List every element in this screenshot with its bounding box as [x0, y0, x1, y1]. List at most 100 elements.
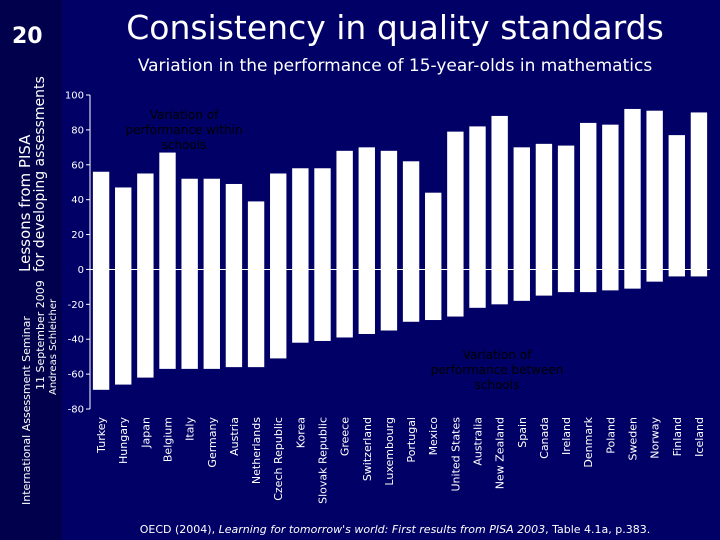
x-tick-label: Poland — [604, 417, 617, 454]
bar-within-hungary — [115, 187, 132, 270]
bar-within-iceland — [690, 112, 708, 270]
x-tick-label: Denmark — [582, 416, 595, 467]
x-tick-label: Turkey — [95, 417, 108, 454]
bar-between-new-zealand — [491, 269, 508, 305]
slide-number: 20 — [12, 24, 43, 49]
bar-between-germany — [203, 269, 220, 369]
y-tick-label: 60 — [71, 160, 84, 171]
source-prefix: OECD (2004), — [139, 523, 219, 536]
bar-between-austria — [225, 269, 243, 368]
y-tick-label: -60 — [68, 370, 84, 381]
x-tick-label: Italy — [184, 417, 197, 441]
bar-within-italy — [181, 178, 198, 270]
bar-between-switzerland — [358, 269, 375, 334]
bar-within-slovak-republic — [314, 168, 331, 270]
sidebar-seminar: International Assessment Seminar — [20, 316, 33, 505]
bar-between-italy — [181, 269, 198, 369]
bar-within-ireland — [557, 145, 575, 270]
bar-between-sweden — [624, 269, 641, 289]
bar-within-sweden — [624, 108, 641, 270]
x-tick-label: Portugal — [405, 417, 418, 463]
y-tick-label: 20 — [71, 230, 84, 241]
bar-within-netherlands — [247, 201, 265, 270]
x-tick-label: Belgium — [162, 417, 175, 462]
x-tick-label: Germany — [206, 417, 219, 468]
x-tick-label: Austria — [228, 417, 241, 456]
bar-between-korea — [292, 269, 309, 343]
bar-within-czech-republic — [270, 173, 287, 270]
y-tick-label: -20 — [68, 300, 84, 311]
bar-between-netherlands — [247, 269, 265, 368]
bar-between-turkey — [92, 269, 110, 390]
x-tick-label: Slovak Republic — [317, 417, 330, 504]
chart: -80 -60 -40 -20 0 20 40 60 80 100 Turkey Hungary Jap… — [60, 88, 720, 513]
sidebar-date: 11 September 2009 — [34, 280, 47, 390]
y-tick-label: -40 — [68, 335, 84, 346]
bar-within-germany — [203, 178, 220, 270]
x-tick-label: Finland — [671, 417, 684, 456]
bar-within-luxembourg — [380, 150, 398, 270]
y-tick-label: 80 — [71, 125, 84, 136]
x-tick-label: Luxembourg — [383, 417, 396, 486]
x-tick-label: Japan — [139, 417, 152, 449]
y-tick-label: 40 — [71, 195, 84, 206]
source-suffix: , Table 4.1a, p.383. — [545, 523, 651, 536]
y-tick-label: 100 — [65, 91, 84, 102]
chart-svg: -80 -60 -40 -20 0 20 40 60 80 100 Turkey Hungary Jap… — [65, 91, 710, 504]
x-tick-label: United States — [449, 417, 462, 492]
x-tick-label: Canada — [538, 417, 551, 459]
bar-within-portugal — [402, 161, 420, 270]
x-tick-label: Ireland — [560, 417, 573, 455]
source-title: Learning for tomorrow's world: First res… — [218, 523, 546, 536]
x-tick-label: Spain — [516, 417, 529, 448]
page-title: Consistency in quality standards — [126, 8, 664, 47]
bar-within-japan — [137, 173, 154, 270]
x-tick-label: Netherlands — [250, 417, 263, 484]
bar-within-new-zealand — [491, 115, 508, 270]
bar-within-belgium — [159, 152, 176, 270]
x-tick-label: Greece — [339, 417, 352, 456]
x-tick-label: Mexico — [427, 417, 440, 456]
page-subtitle: Variation in the performance of 15-year-… — [137, 56, 653, 76]
bar-within-australia — [469, 126, 486, 270]
bar-within-switzerland — [358, 147, 375, 270]
bar-within-turkey — [92, 171, 110, 270]
sidebar-title-line2: for developing assessments — [32, 76, 48, 272]
y-tick-label: 0 — [78, 265, 84, 276]
bar-between-portugal — [402, 269, 420, 322]
x-tick-label: Norway — [649, 417, 662, 459]
bar-within-finland — [668, 135, 685, 270]
bar-within-denmark — [580, 122, 597, 270]
bar-within-spain — [513, 147, 530, 270]
bar-between-belgium — [159, 269, 176, 369]
bar-within-korea — [292, 168, 309, 270]
x-tick-label: Korea — [294, 417, 307, 448]
bar-between-greece — [336, 269, 353, 338]
bar-between-ireland — [557, 269, 575, 293]
bar-between-japan — [137, 269, 154, 378]
bar-within-austria — [225, 183, 243, 270]
bar-within-poland — [602, 124, 619, 270]
bar-within-canada — [535, 143, 553, 270]
bar-within-norway — [646, 110, 663, 270]
bar-between-united-states — [447, 269, 464, 317]
x-tick-label: Australia — [472, 417, 485, 466]
bar-between-spain — [513, 269, 530, 301]
bar-between-slovak-republic — [314, 269, 331, 341]
bar-within-united-states — [447, 131, 464, 270]
bar-between-canada — [535, 269, 553, 296]
bar-between-denmark — [580, 269, 597, 293]
bar-between-australia — [469, 269, 486, 308]
bar-between-mexico — [425, 269, 442, 321]
source-note: OECD (2004), Learning for tomorrow's wor… — [70, 523, 720, 536]
y-tick-label: -80 — [68, 405, 84, 416]
bar-between-czech-republic — [270, 269, 287, 359]
x-tick-label: New Zealand — [494, 417, 507, 489]
bar-between-hungary — [115, 269, 132, 385]
x-tick-label: Sweden — [627, 417, 640, 460]
bar-between-luxembourg — [380, 269, 398, 331]
x-tick-label: Hungary — [117, 417, 130, 464]
sidebar-author: Andreas Schleicher — [48, 298, 59, 395]
x-tick-label: Iceland — [693, 417, 706, 457]
bar-between-finland — [668, 269, 685, 277]
